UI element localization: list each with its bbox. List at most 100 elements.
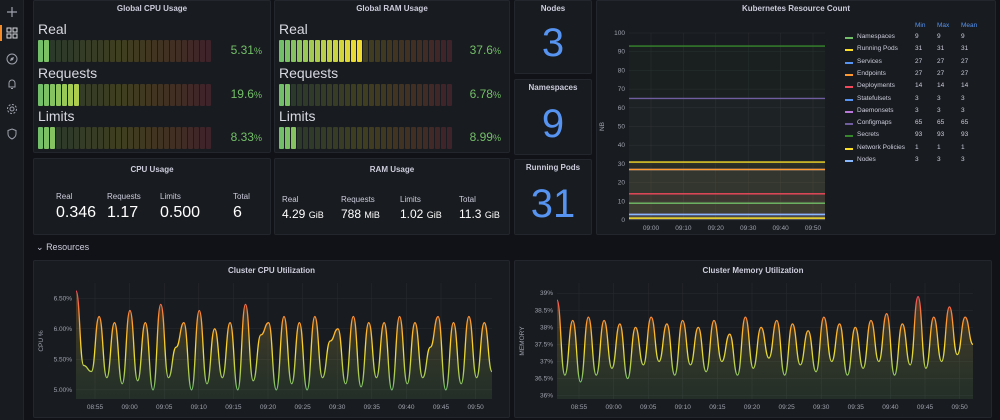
gauge-segment [74, 40, 79, 62]
gauge-segment [80, 127, 85, 149]
gauge-segment [80, 40, 85, 62]
series-area [76, 290, 492, 399]
y-tick-label: 20 [618, 180, 626, 187]
gauge-segment [44, 40, 49, 62]
series-area [629, 214, 825, 220]
gauge-segment [291, 40, 296, 62]
ram-real-value: 37.6% [469, 43, 501, 57]
legend-item[interactable]: Daemonsets 3 3 3 [845, 107, 995, 117]
cpu-real-bar [38, 40, 211, 62]
gauge-segment [98, 127, 103, 149]
gauge-segment [285, 40, 290, 62]
plus-icon[interactable] [4, 4, 20, 20]
legend-mean: 3 [961, 94, 965, 102]
gauge-segment [399, 127, 404, 149]
gauge-segment [104, 84, 109, 106]
legend-header-min[interactable]: Min [915, 22, 926, 29]
gauge-segment [369, 40, 374, 62]
gauge-segment [92, 127, 97, 149]
panel-title: Nodes [540, 4, 566, 13]
resources-row-header[interactable]: ⌄ Resources [36, 242, 89, 253]
gauge-segment [206, 127, 211, 149]
legend-mean: 27 [961, 57, 969, 65]
x-tick-label: 09:35 [364, 404, 381, 411]
x-tick-label: 09:15 [225, 404, 242, 411]
gauge-segment [393, 84, 398, 106]
series-area [629, 214, 825, 220]
x-tick-label: 09:05 [156, 404, 173, 411]
gauge-segment [164, 84, 169, 106]
gauge-segment [170, 127, 175, 149]
gauge-segment [315, 127, 320, 149]
legend-name: Services [857, 57, 882, 65]
gauge-segment [56, 84, 61, 106]
k8s-resource-chart[interactable]: NB 0 10 20 30 40 50 60 70 80 90 100 09:00 09:10 09:20 0… [597, 1, 837, 235]
legend-item[interactable]: Network Policies 1 1 1 [845, 144, 995, 154]
cluster-memory-chart[interactable]: MEMORY 36% 36.5% 37% 37.5% 38% 38.5% 39% 08:55 09… [515, 261, 992, 418]
nodes-value: 3 [541, 21, 565, 65]
legend-item[interactable]: Namespaces 9 9 9 [845, 33, 995, 43]
x-tick-label: 09:50 [467, 404, 484, 411]
gauge-segment [351, 84, 356, 106]
legend-item[interactable]: Running Pods 31 31 31 [845, 45, 995, 55]
gauge-segment [417, 84, 422, 106]
legend-max: 31 [937, 45, 945, 53]
legend-item[interactable]: Configmaps 65 65 65 [845, 119, 995, 129]
gauge-segment [339, 40, 344, 62]
bell-icon[interactable] [4, 76, 20, 92]
legend-header-max[interactable]: Max [937, 22, 950, 29]
y-axis-label: MEMORY [519, 326, 526, 356]
stat-value: 11.3 GiB [459, 207, 500, 221]
stat-label: Total [233, 192, 250, 201]
legend-item[interactable]: Statefulsets 3 3 3 [845, 95, 995, 105]
chevron-down-icon[interactable]: ⌄ [36, 242, 44, 252]
gauge-segment [110, 127, 115, 149]
gauge-segment [134, 84, 139, 106]
x-tick-label: 08:55 [87, 404, 104, 411]
gauge-segment [122, 40, 127, 62]
stat-value: 788 MiB [341, 207, 380, 221]
gauge-segment [68, 40, 73, 62]
gauge-segment [387, 84, 392, 106]
legend-item[interactable]: Endpoints 27 27 27 [845, 70, 995, 80]
stat-label: Requests [107, 192, 141, 201]
cpu-limits-value: 8.33% [230, 130, 262, 144]
legend-swatch [845, 98, 853, 101]
x-tick-label: 09:30 [329, 404, 346, 411]
series-area [629, 98, 825, 220]
dashboards-icon[interactable] [0, 25, 20, 41]
gauge-segment [363, 84, 368, 106]
gauge-segment [146, 84, 151, 106]
legend-item[interactable]: Deployments 14 14 14 [845, 82, 995, 92]
stat-value: 1.02 GiB [400, 207, 442, 221]
legend-mean: 9 [961, 33, 965, 40]
ram-total-stat: Total 11.3 GiB [459, 195, 500, 221]
ram-real-stat: Real 4.29 GiB [282, 195, 324, 221]
legend-header-mean[interactable]: Mean [961, 22, 978, 29]
panel-title: Cluster Memory Utilization [702, 266, 804, 275]
gauge-segment [303, 127, 308, 149]
section-title: Resources [46, 242, 90, 252]
y-axis-label: NB [599, 122, 606, 131]
legend-item[interactable]: Nodes 3 3 3 [845, 156, 995, 166]
gauge-segment [441, 127, 446, 149]
ram-limits-stat: Limits 1.02 GiB [400, 195, 442, 221]
gauge-segment [104, 127, 109, 149]
gauge-segment [68, 84, 73, 106]
shield-icon[interactable] [4, 126, 20, 142]
gauge-segment [435, 127, 440, 149]
legend-item[interactable]: Services 27 27 27 [845, 58, 995, 68]
gauge-segment [122, 84, 127, 106]
compass-icon[interactable] [4, 51, 20, 67]
gauge-segment [140, 127, 145, 149]
gauge-segment [447, 127, 452, 149]
gauge-segment [417, 127, 422, 149]
legend-max: 3 [937, 94, 941, 102]
cluster-cpu-chart[interactable]: CPU % 5.00% 5.50% 6.00% 6.50% 08:55 09:00 09:05… [34, 261, 510, 418]
gear-icon[interactable] [4, 101, 20, 117]
legend-mean: 31 [961, 45, 969, 53]
legend-swatch [845, 86, 853, 89]
legend-mean: 3 [961, 106, 965, 114]
legend-item[interactable]: Secrets 93 93 93 [845, 131, 995, 141]
x-tick-label: 08:55 [571, 404, 588, 411]
